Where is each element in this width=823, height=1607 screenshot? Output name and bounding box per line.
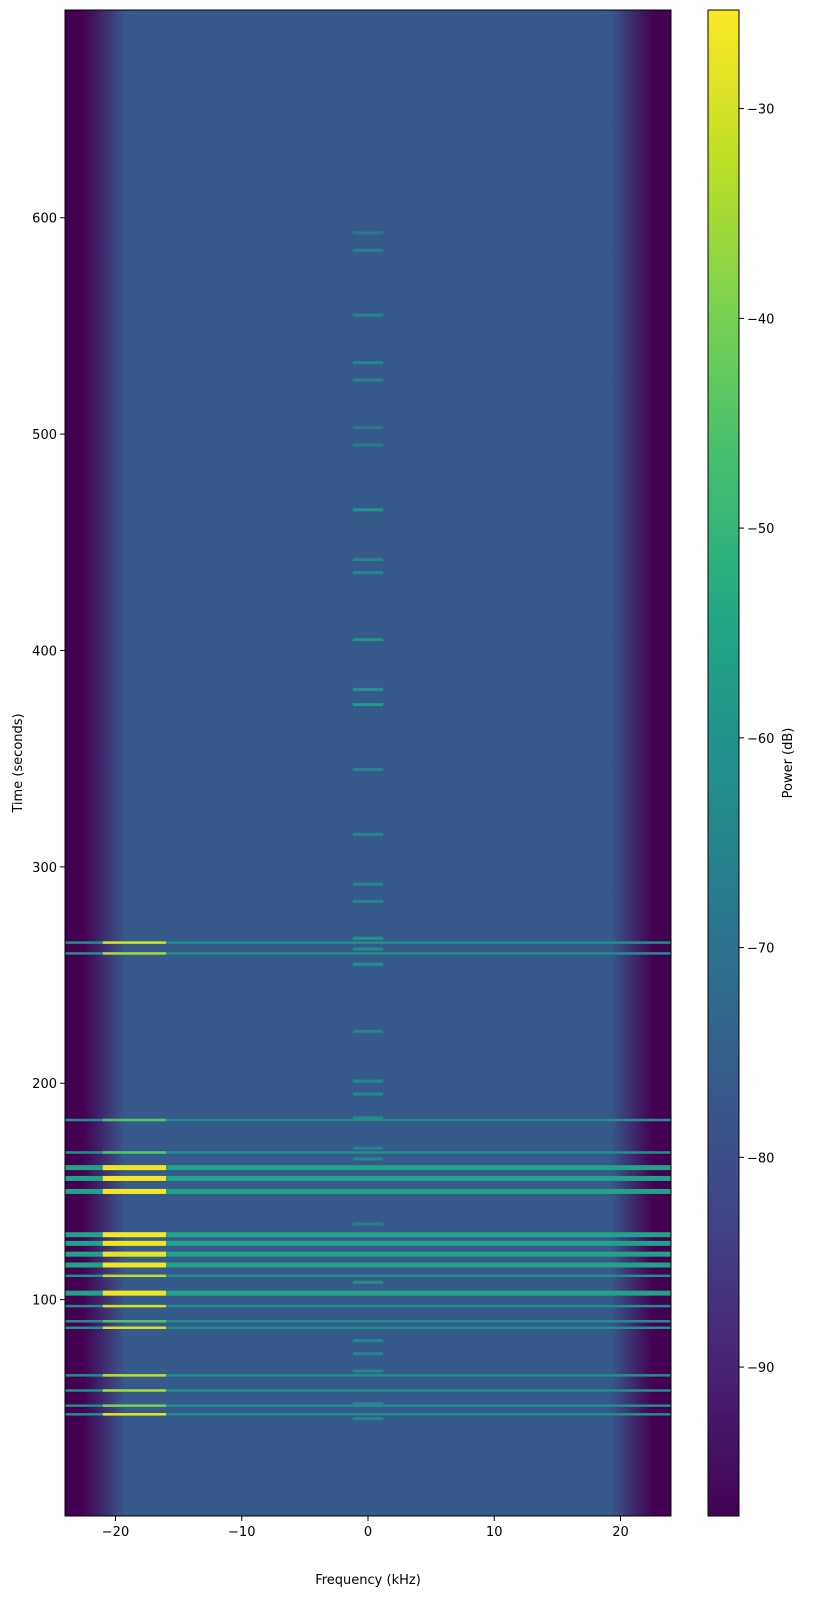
x-tick-label: 10 xyxy=(486,1525,503,1540)
x-axis-label: Frequency (kHz) xyxy=(315,1573,421,1588)
burst xyxy=(65,1240,671,1246)
burst-peak xyxy=(102,1232,166,1238)
carrier-blip xyxy=(352,1029,384,1033)
burst xyxy=(65,1274,671,1278)
burst-peak xyxy=(102,1251,166,1257)
burst-peak xyxy=(102,1413,166,1416)
colorbar-tick-label: −50 xyxy=(747,522,774,537)
y-axis-label: Time (seconds) xyxy=(11,713,26,813)
burst-peak xyxy=(102,1151,166,1154)
burst xyxy=(65,1413,671,1416)
burst xyxy=(65,1304,671,1308)
colorbar-tick-label: −80 xyxy=(747,1151,774,1166)
carrier-blip xyxy=(352,443,384,447)
burst-peak xyxy=(102,1175,166,1181)
carrier-blip xyxy=(352,936,384,940)
burst xyxy=(65,1188,671,1194)
burst xyxy=(65,1262,671,1268)
colorbar-tick-label: −40 xyxy=(747,312,774,327)
burst xyxy=(65,1175,671,1181)
carrier-blip xyxy=(352,767,384,771)
burst xyxy=(65,1118,671,1122)
carrier-blip xyxy=(352,1401,384,1405)
burst xyxy=(65,941,671,944)
burst-peak xyxy=(102,941,166,944)
carrier-blip xyxy=(352,1339,384,1343)
burst xyxy=(65,1389,671,1392)
carrier-blip xyxy=(352,1092,384,1096)
carrier-blip xyxy=(352,882,384,886)
noise-floor xyxy=(65,10,671,1516)
carrier-blip xyxy=(352,558,384,562)
burst xyxy=(65,1165,671,1171)
burst xyxy=(65,1232,671,1238)
burst-peak xyxy=(102,1118,166,1122)
burst-peak xyxy=(102,1262,166,1268)
y-tick-label: 100 xyxy=(32,1294,57,1309)
x-tick-label: 0 xyxy=(364,1525,372,1540)
burst-peak xyxy=(102,1290,166,1296)
burst-peak xyxy=(102,1389,166,1392)
carrier-blip xyxy=(352,899,384,903)
carrier-blip xyxy=(352,947,384,951)
burst-peak xyxy=(102,1188,166,1194)
burst-peak xyxy=(102,1374,166,1377)
burst-peak xyxy=(102,952,166,955)
y-tick-label: 400 xyxy=(32,644,57,659)
y-tick-label: 300 xyxy=(32,861,57,876)
x-tick-label: −20 xyxy=(102,1525,129,1540)
carrier-blip xyxy=(352,1146,384,1150)
carrier-blip xyxy=(352,313,384,317)
burst xyxy=(65,1290,671,1296)
burst-peak xyxy=(102,1165,166,1171)
carrier-blip xyxy=(352,1116,384,1120)
y-tick-label: 600 xyxy=(32,212,57,227)
carrier-blip xyxy=(352,638,384,642)
carrier-blip xyxy=(352,687,384,691)
burst-peak xyxy=(102,1240,166,1246)
burst xyxy=(65,1326,671,1329)
carrier-blip xyxy=(352,962,384,966)
burst-peak xyxy=(102,1326,166,1329)
x-tick-label: 20 xyxy=(612,1525,629,1540)
carrier-blip xyxy=(352,832,384,836)
burst xyxy=(65,1404,671,1407)
colorbar-label: Power (dB) xyxy=(781,728,796,799)
carrier-blip xyxy=(352,571,384,575)
burst xyxy=(65,1320,671,1323)
carrier-blip xyxy=(352,1157,384,1161)
carrier-blip xyxy=(352,426,384,430)
burst-peak xyxy=(102,1404,166,1407)
carrier-blip xyxy=(352,1222,384,1226)
burst-peak xyxy=(102,1320,166,1323)
colorbar-tick-label: −70 xyxy=(747,942,774,957)
carrier-blip xyxy=(352,231,384,235)
colorbar xyxy=(707,9,740,1517)
y-tick-label: 200 xyxy=(32,1077,57,1092)
carrier-blip xyxy=(352,248,384,252)
y-tick-label: 500 xyxy=(32,428,57,443)
colorbar-tick-label: −30 xyxy=(747,103,774,118)
burst-peak xyxy=(102,1274,166,1278)
carrier-blip xyxy=(352,1280,384,1284)
colorbar-tick-label: −60 xyxy=(747,732,774,747)
colorbar-tick-label: −90 xyxy=(747,1361,774,1376)
carrier-blip xyxy=(352,361,384,365)
carrier-blip xyxy=(352,1352,384,1356)
burst xyxy=(65,1374,671,1377)
carrier-blip xyxy=(352,378,384,382)
carrier-blip xyxy=(352,1369,384,1373)
carrier-blip xyxy=(352,1079,384,1083)
carrier-blip xyxy=(352,1417,384,1421)
burst-peak xyxy=(102,1304,166,1308)
burst xyxy=(65,1151,671,1154)
carrier-blip xyxy=(352,508,384,512)
carrier-blip xyxy=(352,703,384,707)
burst xyxy=(65,952,671,955)
x-tick-label: −10 xyxy=(228,1525,255,1540)
burst xyxy=(65,1251,671,1257)
